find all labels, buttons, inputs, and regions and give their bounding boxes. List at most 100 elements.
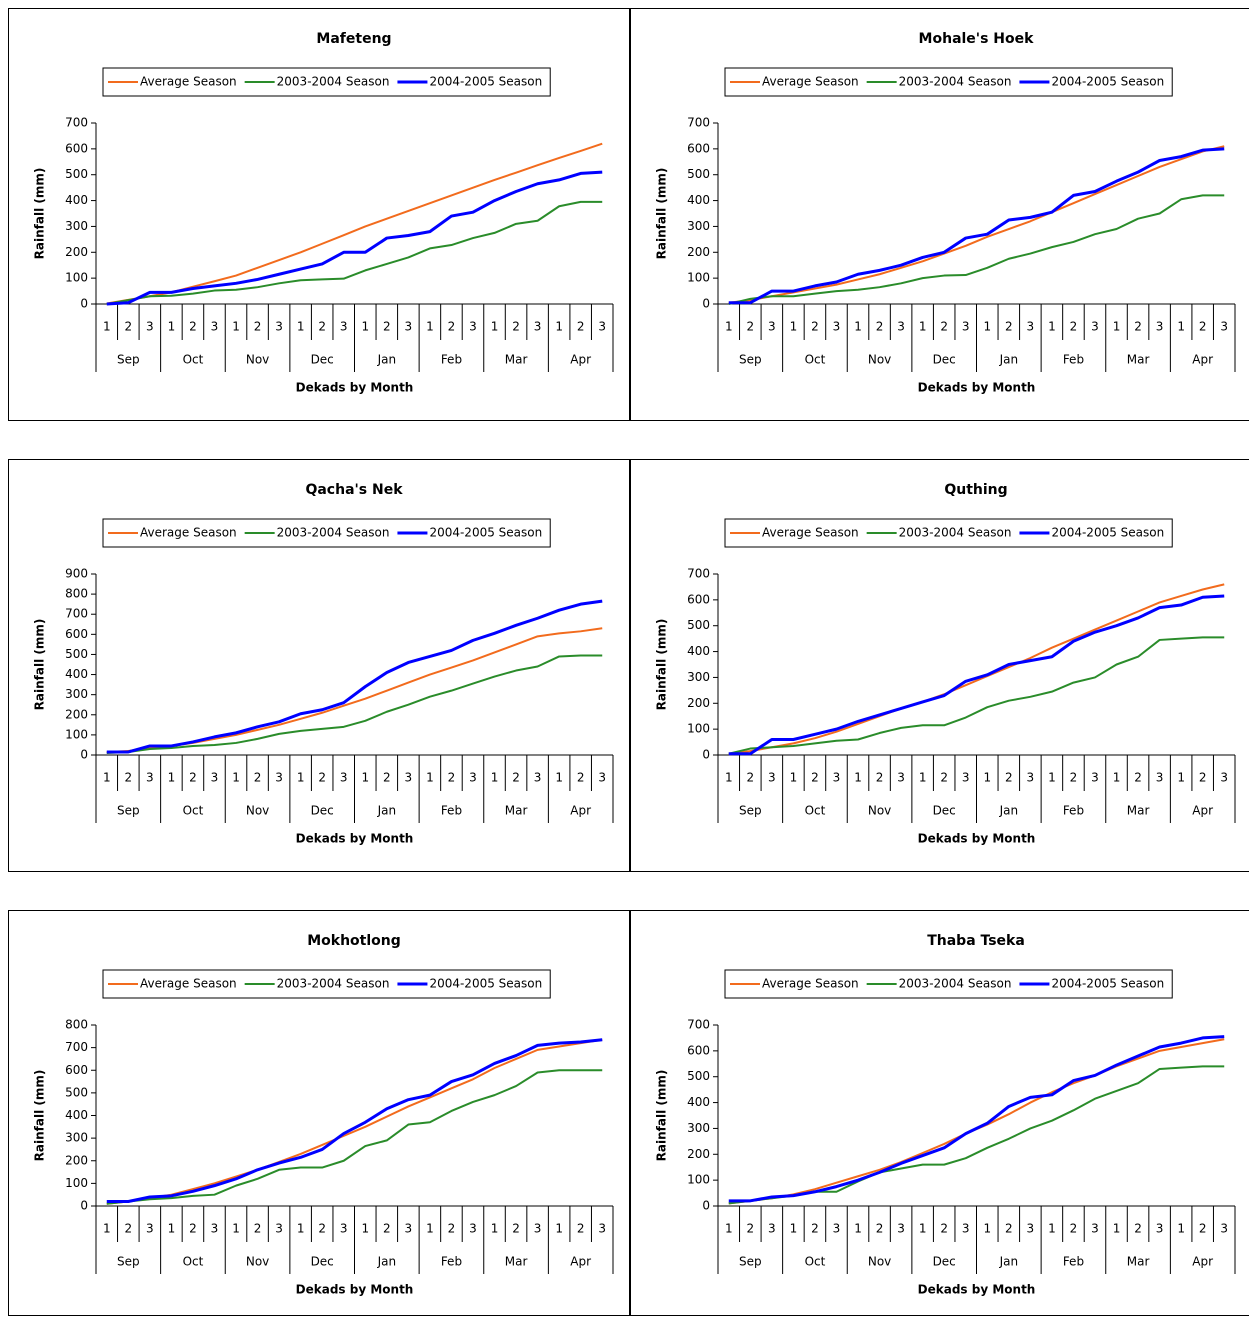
y-tick-label: 300 (687, 670, 710, 684)
y-tick-label: 600 (65, 627, 88, 641)
series-line (107, 1040, 602, 1202)
month-label: Oct (183, 1255, 204, 1269)
series-line (729, 146, 1224, 302)
x-tick-label: 2 (189, 771, 197, 785)
x-axis-title: Dekads by Month (918, 381, 1036, 395)
series-line (729, 1039, 1224, 1203)
x-tick-label: 1 (168, 320, 176, 334)
y-tick-label: 300 (687, 1121, 710, 1135)
y-tick-label: 800 (65, 587, 88, 601)
x-tick-label: 3 (1220, 1222, 1228, 1236)
month-label: Apr (570, 1255, 591, 1269)
x-tick-label: 1 (168, 771, 176, 785)
x-tick-label: 3 (833, 320, 841, 334)
chart-title: Thaba Tseka (927, 933, 1025, 949)
x-tick-label: 2 (1005, 1222, 1013, 1236)
y-tick-label: 900 (65, 567, 88, 581)
x-tick-label: 3 (1091, 1222, 1099, 1236)
x-tick-label: 2 (318, 1222, 326, 1236)
x-tick-label: 2 (876, 320, 884, 334)
x-tick-label: 2 (577, 1222, 585, 1236)
x-tick-label: 1 (1177, 320, 1185, 334)
x-tick-label: 3 (768, 320, 776, 334)
month-label: Jan (377, 1255, 397, 1269)
series-line (729, 1037, 1224, 1201)
legend-label: 2004-2005 Season (1051, 526, 1164, 540)
x-tick-label: 3 (1027, 1222, 1035, 1236)
month-label: Nov (246, 353, 269, 367)
month-label: Mar (1127, 353, 1150, 367)
series-line (729, 596, 1224, 754)
x-tick-label: 2 (448, 1222, 456, 1236)
month-label: Mar (505, 1255, 528, 1269)
y-tick-label: 200 (65, 245, 88, 259)
x-tick-label: 2 (811, 771, 819, 785)
x-tick-label: 3 (340, 1222, 348, 1236)
x-tick-label: 3 (1156, 320, 1164, 334)
x-tick-label: 1 (491, 320, 499, 334)
x-tick-label: 3 (146, 771, 154, 785)
x-tick-label: 2 (876, 771, 884, 785)
month-label: Jan (999, 1255, 1019, 1269)
x-tick-label: 2 (1199, 320, 1207, 334)
x-tick-label: 1 (1048, 1222, 1056, 1236)
x-tick-label: 2 (1005, 320, 1013, 334)
x-tick-label: 1 (103, 320, 111, 334)
month-label: Jan (377, 353, 397, 367)
chart-title: Mohale's Hoek (919, 31, 1035, 47)
x-tick-label: 2 (1005, 771, 1013, 785)
month-label: Feb (1063, 353, 1084, 367)
x-tick-label: 1 (232, 771, 240, 785)
x-tick-label: 1 (1177, 1222, 1185, 1236)
series-line (107, 172, 602, 304)
month-label: Apr (1192, 353, 1213, 367)
x-axis-title: Dekads by Month (296, 832, 414, 846)
y-tick-label: 300 (687, 219, 710, 233)
y-tick-label: 200 (687, 245, 710, 259)
month-label: Oct (183, 804, 204, 818)
month-label: Nov (868, 353, 891, 367)
month-label: Sep (117, 804, 140, 818)
month-label: Dec (933, 804, 956, 818)
x-axis-title: Dekads by Month (296, 381, 414, 395)
y-tick-label: 400 (65, 193, 88, 207)
series-line (107, 144, 602, 304)
x-tick-label: 2 (1199, 771, 1207, 785)
x-tick-label: 2 (512, 771, 520, 785)
month-label: Nov (868, 1255, 891, 1269)
x-tick-label: 2 (940, 771, 948, 785)
month-label: Mar (505, 353, 528, 367)
x-tick-label: 3 (146, 1222, 154, 1236)
y-tick-label: 600 (65, 141, 88, 155)
x-tick-label: 2 (1070, 771, 1078, 785)
series-line (729, 1066, 1224, 1203)
x-tick-label: 1 (297, 771, 305, 785)
x-tick-label: 2 (746, 771, 754, 785)
x-tick-label: 1 (790, 1222, 798, 1236)
month-label: Dec (933, 353, 956, 367)
legend-label: Average Season (140, 75, 237, 89)
x-tick-label: 3 (469, 771, 477, 785)
y-tick-label: 400 (65, 667, 88, 681)
y-tick-label: 100 (65, 727, 88, 741)
x-tick-label: 2 (577, 771, 585, 785)
legend-label: Average Season (762, 526, 859, 540)
x-tick-label: 2 (318, 771, 326, 785)
month-label: Sep (739, 804, 762, 818)
y-axis-title: Rainfall (mm) (33, 1070, 47, 1162)
y-tick-label: 600 (687, 592, 710, 606)
x-tick-label: 1 (983, 771, 991, 785)
month-label: Sep (117, 353, 140, 367)
x-tick-label: 2 (512, 320, 520, 334)
x-tick-label: 1 (1048, 771, 1056, 785)
x-tick-label: 1 (103, 771, 111, 785)
y-tick-label: 600 (65, 1063, 88, 1077)
y-tick-label: 200 (65, 1153, 88, 1167)
x-tick-label: 3 (962, 1222, 970, 1236)
y-tick-label: 700 (687, 116, 710, 130)
month-label: Nov (246, 1255, 269, 1269)
